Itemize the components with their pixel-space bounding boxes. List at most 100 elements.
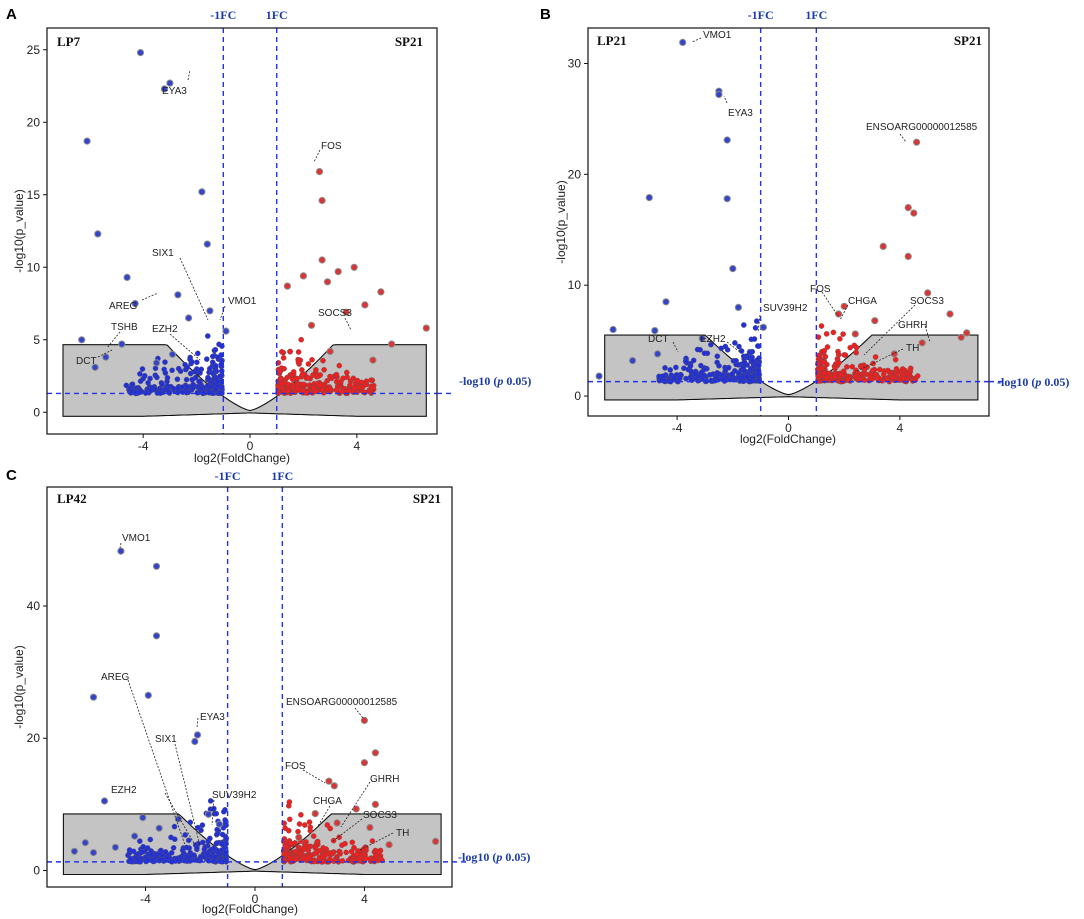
leader-eya3 xyxy=(187,69,191,81)
panel-b-points xyxy=(595,38,971,380)
down-regulated-point xyxy=(155,824,163,832)
down-regulated-point xyxy=(70,847,79,855)
gene-label-chga: CHGA xyxy=(848,296,877,307)
cloud-point xyxy=(844,364,850,370)
cloud-point xyxy=(733,357,739,364)
up-regulated-point xyxy=(318,196,326,205)
leader-chga xyxy=(839,304,849,321)
cloud-point xyxy=(818,323,825,329)
panel-b-left-group: LP21 xyxy=(597,33,627,48)
down-regulated-point xyxy=(123,273,131,281)
cloud-point xyxy=(349,839,356,846)
y-tick-label: 10 xyxy=(27,260,41,274)
cloud-point xyxy=(214,378,221,385)
up-regulated-point xyxy=(879,242,887,250)
cloud-point xyxy=(837,336,843,342)
cloud-point xyxy=(345,387,352,394)
cloud-point xyxy=(317,383,323,389)
cloud-point xyxy=(899,366,906,372)
down-regulated-point xyxy=(136,49,145,57)
cloud-point xyxy=(164,378,170,385)
up-regulated-point xyxy=(377,288,385,296)
leader-ezh2 xyxy=(169,333,201,361)
leader-th xyxy=(854,348,904,373)
down-regulated-point xyxy=(117,547,125,555)
panel-a-threshold-label: -log10 (p 0.05) xyxy=(459,374,531,388)
up-regulated-point xyxy=(422,324,430,332)
up-regulated-point xyxy=(371,749,379,757)
panel-c-x-axis-title: log2(FoldChange) xyxy=(202,902,298,916)
cloud-point xyxy=(169,367,175,374)
cloud-point xyxy=(306,819,313,825)
down-regulated-point xyxy=(679,38,687,47)
cloud-point xyxy=(217,373,223,379)
panel-a-left-group: LP7 xyxy=(57,34,81,49)
cloud-point xyxy=(667,367,673,373)
cloud-point xyxy=(821,347,828,354)
down-regulated-point xyxy=(609,325,617,334)
cloud-point xyxy=(212,346,219,353)
cloud-point xyxy=(214,840,220,846)
y-tick-label: 0 xyxy=(33,405,40,419)
y-tick-label: 20 xyxy=(568,167,582,181)
gene-label-ezh2: EZH2 xyxy=(700,334,726,345)
down-regulated-point xyxy=(206,307,214,315)
down-regulated-point xyxy=(91,363,99,371)
cloud-point xyxy=(692,370,699,377)
cloud-point xyxy=(292,848,299,855)
cloud-point xyxy=(175,365,182,372)
cloud-point xyxy=(735,370,742,376)
up-regulated-point xyxy=(963,329,971,337)
cloud-point xyxy=(142,373,148,379)
panel-b-callouts: VMO1 EYA3 ENSOARG00000012585 FOS CHGA SO… xyxy=(648,30,978,373)
cloud-point xyxy=(729,371,735,377)
up-regulated-point xyxy=(325,777,333,785)
down-regulated-point xyxy=(215,820,223,828)
cloud-point xyxy=(290,384,296,391)
cloud-point xyxy=(359,384,366,390)
gene-label-ghrh: GHRH xyxy=(370,774,399,785)
panel-c-x-axis: -4 0 4 xyxy=(140,887,368,906)
panel-a-right-fc-label: 1FC xyxy=(266,8,288,22)
cloud-point xyxy=(299,371,305,378)
cloud-point xyxy=(880,371,887,378)
cloud-point xyxy=(823,331,830,337)
cloud-point xyxy=(309,357,315,363)
panel-b-threshold-lines xyxy=(588,28,989,416)
down-regulated-point xyxy=(89,849,98,857)
down-regulated-point xyxy=(193,731,202,739)
cloud-point xyxy=(336,834,342,840)
gene-label-socs3: SOCS3 xyxy=(318,308,352,319)
cloud-point xyxy=(697,347,703,353)
up-regulated-point xyxy=(904,252,912,260)
cloud-point xyxy=(163,854,170,861)
gene-label-dct: DCT xyxy=(76,356,97,367)
up-regulated-point xyxy=(913,138,921,146)
cloud-point xyxy=(832,365,838,372)
gene-label-vmo1: VMO1 xyxy=(703,30,732,41)
cloud-point xyxy=(347,382,353,389)
cloud-point xyxy=(305,374,311,381)
cloud-point xyxy=(824,344,831,350)
cloud-point xyxy=(211,845,217,851)
gene-label-vmo1: VMO1 xyxy=(122,533,151,544)
up-regulated-point xyxy=(904,204,912,212)
cloud-point xyxy=(323,851,329,858)
down-regulated-point xyxy=(651,327,659,335)
cloud-point xyxy=(688,368,694,374)
up-regulated-point xyxy=(360,716,368,725)
cloud-point xyxy=(221,808,227,815)
cloud-point xyxy=(295,359,302,365)
cloud-point xyxy=(206,365,213,372)
down-regulated-point xyxy=(144,691,152,699)
cloud-point xyxy=(741,360,748,366)
x-tick-label: 0 xyxy=(785,421,792,435)
cloud-point xyxy=(333,371,340,378)
leader-dct xyxy=(672,341,679,353)
cloud-point xyxy=(311,385,317,391)
cloud-point xyxy=(277,375,284,382)
down-regulated-point xyxy=(152,359,161,367)
down-regulated-point xyxy=(131,832,139,840)
leader-suv39h2 xyxy=(211,799,215,826)
cloud-point xyxy=(719,376,726,382)
